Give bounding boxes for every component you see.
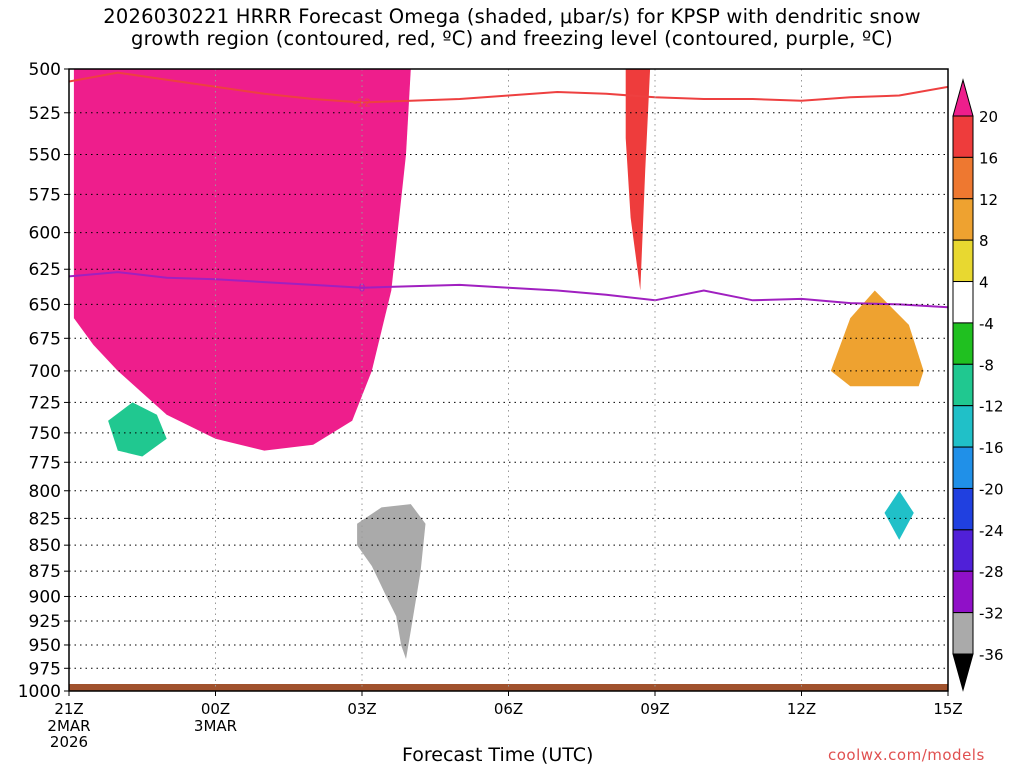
colorbar-top-triangle [952,78,974,117]
y-tick-label-675: 675 [29,329,61,349]
x-tick-label-21Z: 21Z [54,700,83,718]
colorbar-box-4 [952,281,974,324]
omega-region-5 [357,504,426,659]
colorbar-label-2: 12 [979,191,998,209]
y-tick-label-750: 750 [29,424,61,444]
y-tick-label-825: 825 [29,509,61,529]
omega-region-0 [73,69,411,451]
colorbar-box-3 [952,239,974,283]
y-tick-label-700: 700 [29,362,61,382]
colorbar-box-7 [952,405,974,448]
y-tick-label-725: 725 [29,393,61,413]
colorbar-label-4: 4 [979,274,989,292]
colorbar-label-6: -8 [979,356,994,374]
x-tick-label-12Z: 12Z [787,700,816,718]
omega-region-4 [884,490,914,540]
y-tick-label-625: 625 [29,260,61,280]
x-tick-label-00Z: 00Z [201,700,230,718]
y-tick-label-900: 900 [29,587,61,607]
colorbar: 20 16 12 8 4 -4 -8 -12 -16 -20 -24 -28 -32 -36 [952,78,1004,692]
omega-region-2 [830,290,924,387]
y-tick-label-925: 925 [29,612,61,632]
plot-area: -120 [69,69,948,691]
y-tick-label-950: 950 [29,636,61,656]
colorbar-label-7: -12 [979,398,1004,416]
colorbar-box-12 [952,612,974,655]
colorbar-box-5 [952,322,974,365]
x-tick-label-06Z: 06Z [494,700,523,718]
contour-label-0: 0 [359,282,366,295]
colorbar-box-11 [952,570,974,614]
colorbar-box-0 [952,115,974,158]
x-tick-label-03Z: 03Z [347,700,376,718]
x-axis-label: Forecast Time (UTC) [402,744,594,766]
x-tick-label-15Z: 15Z [933,700,962,718]
y-tick-label-850: 850 [29,536,61,556]
colorbar-label-3: 8 [979,232,989,250]
colorbar-box-10 [952,529,974,572]
colorbar-label-0: 20 [979,108,998,126]
colorbar-label-9: -20 [979,480,1004,498]
title-line-1: 2026030221 HRRR Forecast Omega (shaded, … [103,5,921,28]
colorbar-label-1: 16 [979,149,998,167]
omega-region-3 [108,402,167,457]
x-tick-label-09Z: 09Z [640,700,669,718]
colorbar-box-2 [952,198,974,241]
y-tick-label-800: 800 [29,482,61,502]
x-tick-sublabel-21Z-0: 2MAR [47,717,90,735]
colorbar-label-13: -36 [979,646,1004,664]
colorbar-label-10: -24 [979,522,1004,540]
y-tick-label-775: 775 [29,453,61,473]
ground-strip [69,684,948,691]
colorbar-box-6 [952,363,974,407]
y-tick-label-1000: 1000 [18,682,61,702]
y-tick-label-650: 650 [29,295,61,315]
y-tick-label-600: 600 [29,224,61,244]
y-tick-label-875: 875 [29,562,61,582]
y-tick-label-975: 975 [29,659,61,679]
credit-text: coolwx.com/models [828,746,985,764]
y-tick-label-550: 550 [29,146,61,166]
y-tick-label-525: 525 [29,104,61,124]
colorbar-label-5: -4 [979,315,994,333]
title-line-2: growth region (contoured, red, ºC) and f… [131,27,893,50]
chart-title: 2026030221 HRRR Forecast Omega (shaded, … [0,6,1024,50]
grid [69,69,948,691]
x-tick-sublabel-21Z-1: 2026 [50,733,88,751]
colorbar-label-8: -16 [979,439,1004,457]
colorbar-box-9 [952,487,974,531]
colorbar-label-12: -32 [979,605,1004,623]
omega-region-1 [625,69,651,291]
colorbar-box-1 [952,156,974,200]
axes: 500 525 550 575 600 625 650 675 700 725 750 775 800 8… [18,60,963,751]
y-tick-label-500: 500 [29,60,61,80]
colorbar-label-11: -28 [979,563,1004,581]
y-tick-label-575: 575 [29,185,61,205]
x-tick-sublabel-00Z-0: 3MAR [194,717,237,735]
colorbar-bottom-triangle [952,653,974,692]
colorbar-box-8 [952,446,974,489]
